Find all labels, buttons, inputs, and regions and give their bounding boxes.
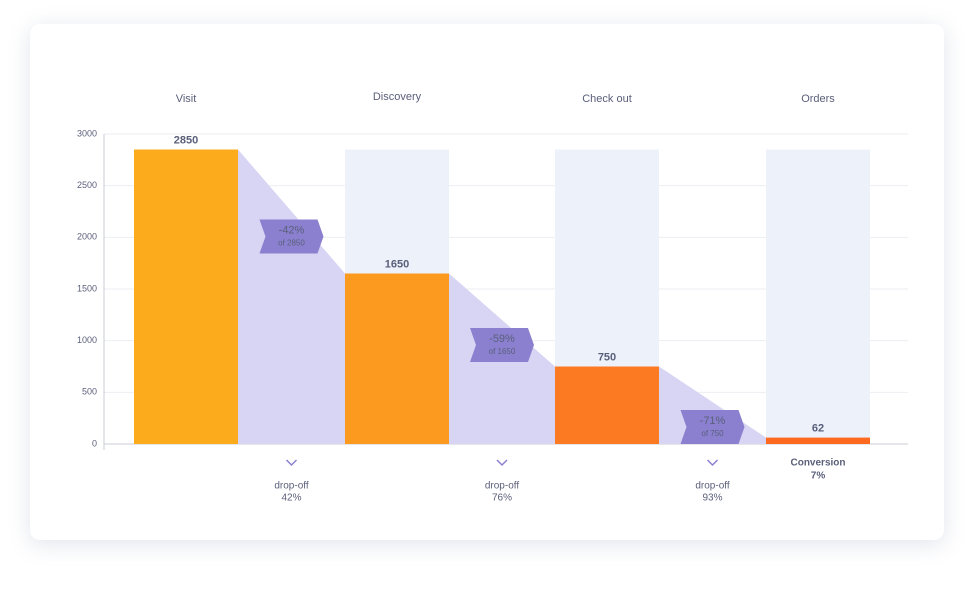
y-tick-label: 2500: [77, 180, 97, 190]
value-label: 62: [812, 422, 824, 434]
category-label: Orders: [801, 93, 835, 105]
bar: [555, 366, 659, 444]
drop-off-label: drop-off: [274, 481, 309, 492]
change-badge: [259, 219, 324, 254]
drop-off-label: drop-off: [485, 481, 520, 492]
value-label: 1650: [385, 258, 409, 270]
y-tick-label: 1000: [77, 335, 97, 345]
change-base: of 750: [701, 429, 724, 438]
change-label: -71%: [700, 415, 726, 427]
category-label: Discovery: [373, 91, 422, 103]
y-tick-label: 2000: [77, 232, 97, 242]
change-badge: [680, 410, 745, 445]
y-tick-label: 500: [82, 387, 97, 397]
change-base: of 1650: [489, 347, 516, 356]
change-label: -42%: [279, 224, 305, 236]
drop-off-value: 93%: [702, 493, 722, 504]
bar: [345, 273, 449, 444]
change-base: of 2850: [278, 239, 305, 248]
change-badge: [470, 328, 534, 362]
drop-off-value: 76%: [492, 493, 512, 504]
flow: [238, 149, 345, 444]
category-label: Visit: [176, 93, 197, 105]
chevron: [496, 459, 508, 467]
bar: [766, 437, 870, 444]
chevron: [285, 459, 298, 467]
change-label: -59%: [489, 333, 515, 345]
conversion-value: 7%: [811, 471, 826, 482]
value-label: 2850: [174, 134, 198, 146]
y-tick-label: 0: [92, 438, 97, 448]
value-label: 750: [598, 351, 616, 363]
drop-off-label: drop-off: [695, 481, 730, 492]
chevron: [706, 459, 719, 467]
y-tick-label: 1500: [77, 283, 97, 293]
drop-off-value: 42%: [281, 493, 301, 504]
bar: [134, 149, 238, 444]
y-tick-label: 3000: [77, 128, 97, 138]
conversion-label: Conversion: [790, 458, 845, 469]
category-label: Check out: [582, 93, 632, 105]
column-bg: [766, 149, 870, 444]
